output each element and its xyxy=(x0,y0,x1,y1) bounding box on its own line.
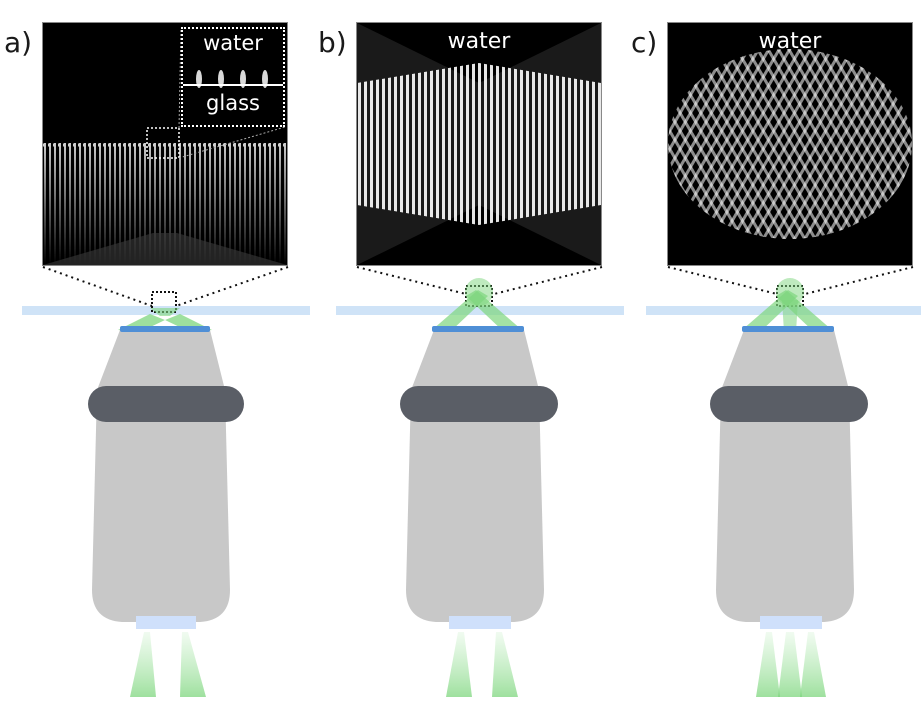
zoom-inset-a: water glass xyxy=(181,27,285,127)
field-image-c: water xyxy=(667,22,913,266)
inset-glass-label: glass xyxy=(206,91,260,115)
panel-label-b: b) xyxy=(318,26,347,59)
back-aperture-a xyxy=(136,616,196,629)
objective-b xyxy=(356,266,603,697)
inset-water-label: water xyxy=(203,31,263,55)
back-aperture-b xyxy=(449,616,511,629)
interference-pattern-c xyxy=(668,23,912,265)
back-aperture-c xyxy=(760,616,822,629)
objective-a xyxy=(42,266,289,697)
field-image-b: water xyxy=(356,22,602,266)
water-label-c: water xyxy=(758,29,822,54)
objective-c xyxy=(667,266,914,697)
interference-pattern-b xyxy=(357,23,601,265)
inset-pattern xyxy=(183,29,283,125)
coverslip-b xyxy=(336,306,624,315)
water-label-b: water xyxy=(447,29,511,54)
panel-label-a: a) xyxy=(4,26,33,59)
field-image-a: water glass xyxy=(42,22,288,266)
zoom-region-box xyxy=(146,127,180,159)
panel-label-c: c) xyxy=(631,26,658,59)
